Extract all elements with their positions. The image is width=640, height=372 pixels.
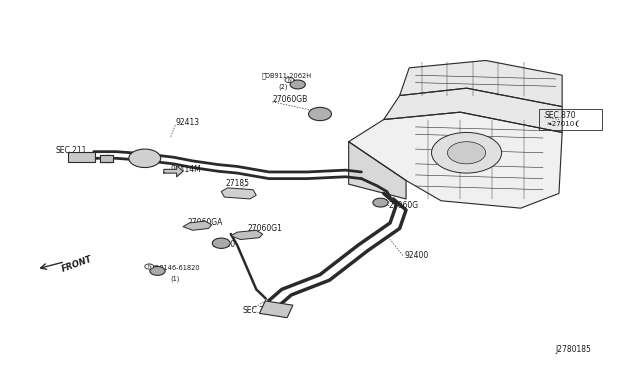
Text: (1): (1) xyxy=(170,275,180,282)
Text: 27060GA: 27060GA xyxy=(188,218,223,227)
Text: ⓄDB911-2062H: ⓄDB911-2062H xyxy=(262,73,312,79)
Text: SEC.870: SEC.870 xyxy=(544,110,576,120)
Text: J2780185: J2780185 xyxy=(556,345,591,354)
Text: 27185: 27185 xyxy=(226,179,250,187)
Polygon shape xyxy=(164,166,183,177)
Text: N: N xyxy=(147,264,151,269)
Circle shape xyxy=(373,198,388,207)
Circle shape xyxy=(285,77,294,83)
Circle shape xyxy=(431,132,502,173)
Circle shape xyxy=(290,80,305,89)
Text: FRONT: FRONT xyxy=(61,254,94,274)
Text: ❧27010❨: ❧27010❨ xyxy=(546,120,580,126)
Text: SEC.211: SEC.211 xyxy=(243,306,274,315)
Text: SEC.211: SEC.211 xyxy=(56,147,87,155)
Text: 92410: 92410 xyxy=(212,240,236,249)
Text: 27060G1: 27060G1 xyxy=(248,224,283,233)
Text: 27060GB: 27060GB xyxy=(272,95,307,104)
Text: 92400: 92400 xyxy=(404,251,428,260)
Circle shape xyxy=(145,264,154,269)
Text: 92413: 92413 xyxy=(175,118,200,127)
Text: (2): (2) xyxy=(278,83,288,90)
Circle shape xyxy=(308,108,332,121)
Text: 92414M: 92414M xyxy=(170,165,201,174)
Polygon shape xyxy=(349,112,562,208)
Circle shape xyxy=(212,238,230,248)
Circle shape xyxy=(447,142,486,164)
Circle shape xyxy=(150,266,165,275)
Text: 27060G: 27060G xyxy=(389,201,419,210)
Polygon shape xyxy=(100,155,113,162)
Text: Ⓞ08146-61820: Ⓞ08146-61820 xyxy=(152,264,200,271)
Polygon shape xyxy=(231,230,262,240)
Circle shape xyxy=(129,149,161,167)
Polygon shape xyxy=(399,61,562,107)
Bar xyxy=(68,152,95,162)
Polygon shape xyxy=(384,88,562,132)
Polygon shape xyxy=(183,221,212,230)
Bar xyxy=(259,301,293,318)
Text: N: N xyxy=(287,77,291,83)
Polygon shape xyxy=(349,142,406,199)
Polygon shape xyxy=(221,188,256,199)
